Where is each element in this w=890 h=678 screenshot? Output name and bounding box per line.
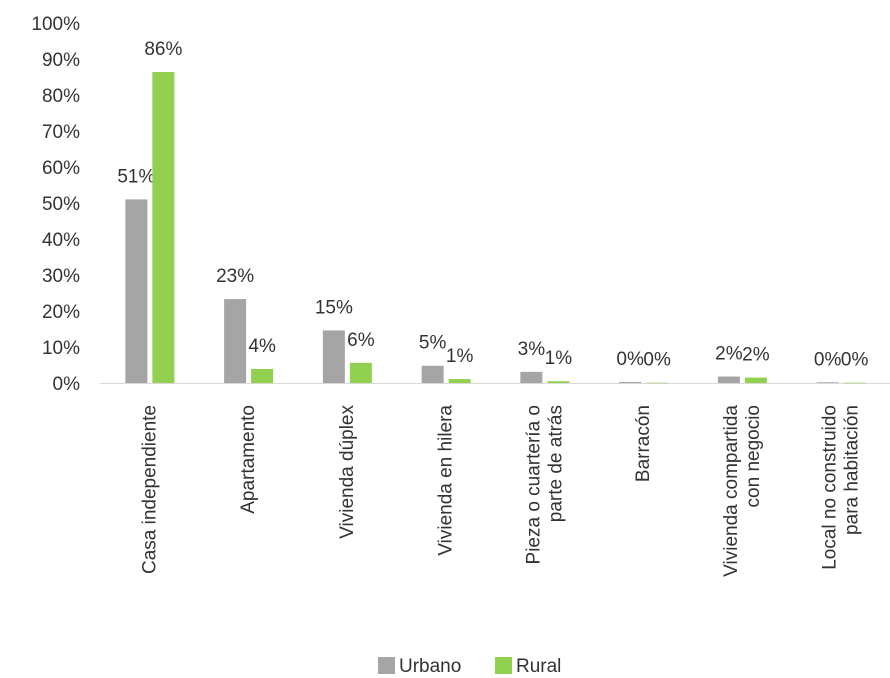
bar-rural-5	[646, 382, 669, 384]
y-tick-label: 10%	[42, 338, 80, 359]
y-tick-label: 40%	[42, 230, 80, 251]
data-label-urbano-2: 15%	[315, 297, 353, 318]
y-tick-label: 80%	[42, 86, 80, 107]
data-label-rural-2: 6%	[347, 330, 375, 351]
legend-label-urbano: Urbano	[399, 656, 461, 677]
data-label-rural-4: 1%	[545, 348, 573, 369]
bar-urbano-1	[224, 299, 247, 383]
category-label-4: parte de atrás	[545, 405, 566, 522]
legend-swatch-rural	[495, 657, 512, 674]
bar-urbano-6	[717, 376, 740, 383]
y-tick-label: 0%	[53, 374, 81, 395]
bar-urbano-4	[520, 371, 543, 383]
y-tick-label: 90%	[42, 50, 80, 71]
bar-rural-4	[547, 381, 570, 383]
y-tick-label: 30%	[42, 266, 80, 287]
category-label-6: con negocio	[743, 405, 764, 507]
category-label-1: Apartamento	[238, 405, 259, 514]
y-tick-label: 20%	[42, 302, 80, 323]
y-tick-label: 70%	[42, 122, 80, 143]
data-label-urbano-3: 5%	[419, 333, 447, 354]
bar-rural-7	[843, 382, 866, 384]
category-label-3: Vivienda en hilera	[436, 405, 457, 556]
bar-rural-1	[251, 368, 274, 383]
bar-rural-0	[152, 71, 175, 384]
y-tick-label: 60%	[42, 158, 80, 179]
data-label-urbano-4: 3%	[518, 339, 546, 360]
category-label-4: Pieza o cuartería o	[523, 405, 544, 564]
category-label-7: Local no construido	[820, 405, 841, 570]
y-tick-label: 100%	[31, 14, 80, 35]
data-label-urbano-1: 23%	[216, 266, 254, 287]
data-label-urbano-0: 51%	[117, 166, 155, 187]
category-label-0: Casa independiente	[139, 405, 160, 574]
data-label-rural-1: 4%	[248, 336, 276, 357]
bar-urbano-3	[421, 365, 444, 383]
data-label-urbano-5: 0%	[616, 349, 644, 370]
data-label-urbano-6: 2%	[715, 344, 743, 365]
bar-urbano-7	[816, 382, 839, 383]
data-label-rural-5: 0%	[643, 350, 671, 371]
y-tick-label: 50%	[42, 194, 80, 215]
bar-urbano-2	[322, 330, 345, 383]
data-label-rural-3: 1%	[446, 346, 474, 367]
bar-rural-3	[448, 379, 471, 383]
data-label-urbano-7: 0%	[814, 349, 842, 370]
bar-rural-2	[349, 362, 372, 383]
legend-swatch-urbano	[378, 657, 395, 674]
category-label-6: Vivienda compartida	[721, 405, 742, 577]
data-label-rural-0: 86%	[144, 39, 182, 60]
category-label-7: para habitación	[842, 405, 863, 535]
bar-urbano-5	[619, 381, 642, 383]
data-label-rural-6: 2%	[742, 345, 770, 366]
category-label-2: Vivienda dúplex	[337, 405, 358, 539]
bar-rural-6	[744, 377, 767, 383]
legend-label-rural: Rural	[516, 656, 561, 677]
bar-urbano-0	[125, 199, 148, 383]
category-label-5: Barracón	[633, 405, 654, 482]
data-label-rural-7: 0%	[841, 350, 869, 371]
